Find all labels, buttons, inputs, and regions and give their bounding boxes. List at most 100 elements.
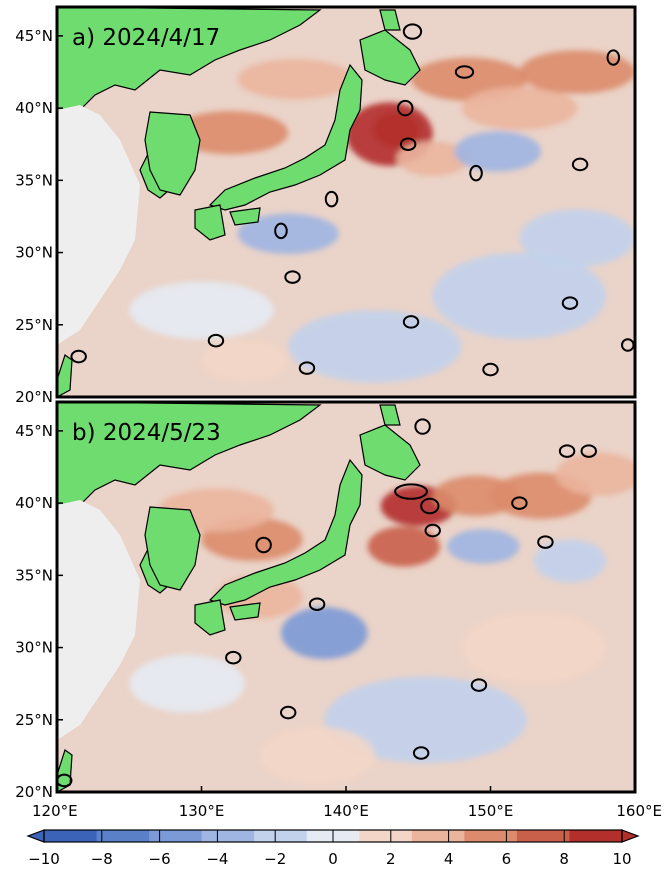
anomaly-blob	[396, 141, 469, 177]
eddy-ellipse	[420, 497, 440, 515]
eddy-ellipse	[225, 650, 242, 665]
anomaly-blob	[454, 131, 542, 172]
colorbar-tick-label: 6	[502, 850, 512, 868]
eddy-ellipse	[558, 444, 576, 458]
lon-tick-label: 120°E	[32, 802, 78, 820]
panel-title: a) 2024/4/17	[72, 25, 220, 51]
china-coast-ice	[57, 105, 140, 345]
eddy-ellipse	[274, 222, 288, 240]
lat-tick-label: 20°N	[15, 388, 53, 406]
lat-tick-label: 30°N	[15, 244, 53, 262]
panel-title: b) 2024/5/23	[72, 420, 221, 446]
colorbar-segment	[359, 830, 413, 842]
colorbar-tick-label: 8	[559, 850, 569, 868]
lon-tick-label: 150°E	[468, 802, 514, 820]
anomaly-blob	[129, 281, 274, 340]
eddy-ellipse	[469, 164, 483, 182]
lon-tick-labels: 120°E 130°E 140°E 150°E 160°E	[32, 786, 662, 820]
eddy-markers	[57, 418, 597, 788]
lat-tick-label: 40°N	[15, 494, 53, 512]
land-mass	[57, 402, 421, 792]
anomaly-blob	[447, 529, 520, 564]
panel-frame	[55, 5, 637, 399]
lat-tick-label: 35°N	[15, 566, 53, 584]
lon-tick-label: 160°E	[616, 802, 662, 820]
colorbar-tick-label: −6	[149, 850, 171, 868]
eddy-ellipse	[470, 678, 488, 692]
eddy-ellipse	[308, 597, 326, 612]
colorbar-segment	[96, 830, 150, 842]
lat-tick-label: 40°N	[15, 99, 53, 117]
anomaly-blob	[172, 111, 289, 155]
lat-tick-labels: 20°N 25°N 30°N 35°N 40°N 45°N	[15, 422, 63, 801]
lat-tick-label: 30°N	[15, 639, 53, 657]
eddy-ellipse	[255, 536, 272, 554]
eddy-ellipse	[402, 315, 420, 329]
colorbar-tick-label: −8	[91, 850, 113, 868]
eddy-ellipse	[298, 361, 316, 375]
lat-tick-labels: 20°N 25°N 30°N 35°N 40°N 45°N	[15, 27, 63, 406]
colorbar-tick-label: 4	[444, 850, 454, 868]
colorbar-arrow-left	[26, 829, 45, 843]
anomaly-blob	[237, 213, 339, 254]
colorbar-segment	[201, 830, 255, 842]
eddy-markers	[70, 23, 635, 377]
colorbar-tick-label: −2	[264, 850, 286, 868]
eddy-ellipse	[207, 333, 225, 348]
eddy-ellipse	[324, 190, 339, 208]
eddy-ellipse	[424, 523, 441, 538]
colorbar: −10 −8 −6 −4 −2 0 2 4 6 8 10	[26, 829, 640, 868]
eddy-ellipse	[606, 49, 621, 66]
anomaly-blob	[367, 526, 440, 567]
eddy-ellipse	[399, 137, 417, 152]
colorbar-segment	[516, 830, 570, 842]
anomaly-blob	[288, 310, 462, 383]
anomaly-blob	[519, 209, 635, 267]
anomaly-blob	[555, 452, 635, 496]
colorbar-segment	[254, 830, 308, 842]
anomaly-blob	[201, 339, 289, 383]
anomaly-blob	[237, 59, 354, 100]
lon-tick-label: 130°E	[179, 802, 225, 820]
anomaly-blob	[432, 252, 607, 340]
eddy-ellipse	[511, 496, 528, 510]
lat-tick-label: 45°N	[15, 27, 53, 45]
anomaly-blob	[461, 611, 607, 684]
eddy-ellipse	[394, 483, 428, 500]
lat-tick-label: 25°N	[15, 711, 53, 729]
eddy-ellipse	[414, 418, 431, 435]
colorbar-arrow-right	[621, 829, 640, 843]
lat-tick-label: 25°N	[15, 316, 53, 334]
eddy-ellipse	[561, 296, 579, 310]
eddy-ellipse	[454, 65, 475, 79]
anomaly-blob	[280, 607, 368, 660]
anomaly-blob	[324, 676, 527, 764]
eddy-ellipse	[397, 99, 414, 117]
panel-a: a) 2024/4/17 20°N 25°N 30°N 35°N 40°N 45°N	[15, 5, 637, 406]
anomaly-blob	[461, 86, 578, 130]
china-coast-ice	[57, 500, 140, 740]
eddy-ellipse	[279, 705, 297, 720]
anomaly-blob	[259, 727, 375, 785]
eddy-ellipse	[402, 23, 423, 40]
eddy-ellipse	[482, 362, 499, 377]
eddy-ellipse	[412, 746, 430, 760]
lat-tick-label: 20°N	[15, 783, 53, 801]
lat-tick-label: 35°N	[15, 171, 53, 189]
anomaly-field	[129, 50, 635, 383]
eddy-ellipse	[57, 773, 73, 788]
anomaly-blob	[373, 112, 420, 148]
panel-b: b) 2024/5/23 20°N 25°N 30°N 35°N 40°N 45°N	[15, 400, 637, 801]
colorbar-tick-label: −4	[206, 850, 228, 868]
lon-tick-label: 140°E	[323, 802, 369, 820]
colorbar-tick-label: −10	[28, 850, 60, 868]
colorbar-segment	[44, 830, 98, 842]
colorbar-segment	[569, 830, 623, 842]
lat-tick-label: 45°N	[15, 422, 53, 440]
colorbar-segment	[149, 830, 203, 842]
eddy-ellipse	[580, 444, 597, 458]
eddy-ellipse	[537, 535, 554, 549]
colorbar-tick-label: 2	[386, 850, 396, 868]
land-mass	[57, 7, 421, 397]
